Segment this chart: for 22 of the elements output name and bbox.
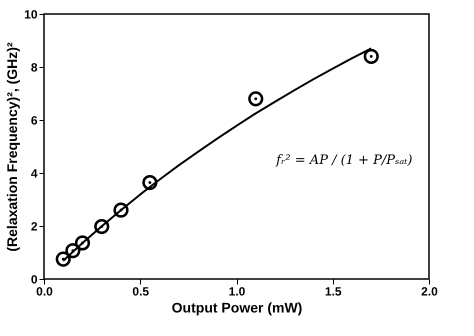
x-tick-label: 0.0 bbox=[36, 284, 54, 298]
x-tick-label: 1.0 bbox=[228, 284, 246, 298]
y-axis-title: (Relaxation Frequency)², (GHz)² bbox=[4, 42, 20, 252]
point bbox=[248, 91, 264, 106]
y-tick-label: 4 bbox=[30, 166, 38, 180]
y-tick-label: 0 bbox=[30, 272, 38, 286]
y-tick-label: 10 bbox=[24, 8, 38, 22]
x-axis-title: Output Power (mW) bbox=[172, 300, 302, 316]
point bbox=[56, 252, 71, 267]
point bbox=[364, 48, 379, 64]
point bbox=[74, 235, 90, 251]
annotation: fᵣ² = AP / (1 + P/Pₛₐₜ) bbox=[275, 152, 412, 168]
x-tick-label: 2.0 bbox=[421, 284, 438, 298]
point bbox=[65, 243, 80, 258]
y-tick-label: 8 bbox=[30, 60, 38, 74]
x-tick-label: 1.5 bbox=[324, 284, 342, 298]
y-tick-label: 6 bbox=[30, 114, 38, 128]
point bbox=[113, 202, 129, 218]
point bbox=[94, 218, 110, 234]
point bbox=[142, 174, 158, 190]
x-tick-label: 0.5 bbox=[132, 284, 150, 298]
y-tick-label: 2 bbox=[30, 220, 38, 234]
